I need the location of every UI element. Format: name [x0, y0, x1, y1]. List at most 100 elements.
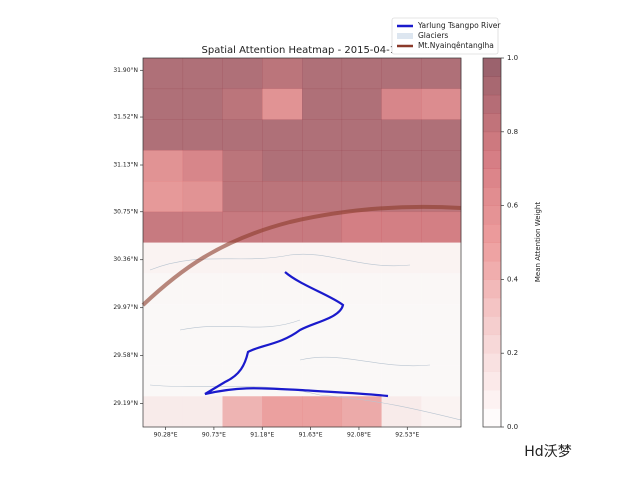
- colorbar-step: [483, 187, 501, 206]
- heat-cell: [341, 58, 382, 90]
- terrain-lines: [149, 253, 462, 421]
- colorbar-step: [483, 58, 501, 77]
- colorbar: [483, 58, 501, 428]
- colorbar-label: Mean Attention Weight: [534, 202, 542, 282]
- heat-cell: [421, 273, 462, 305]
- heat-cell: [182, 273, 223, 305]
- heat-cell: [262, 396, 303, 428]
- plot-frame: [142, 57, 462, 428]
- heat-cell: [143, 181, 184, 213]
- heat-cell: [182, 88, 223, 120]
- heat-cell: [381, 58, 422, 90]
- heat-cell: [341, 211, 382, 243]
- heat-cell: [381, 119, 422, 151]
- heat-cell: [341, 150, 382, 182]
- heat-cell: [341, 242, 382, 274]
- heat-cell: [143, 150, 184, 182]
- heat-cell: [222, 396, 263, 428]
- heat-cell: [222, 88, 263, 120]
- colorbar-step: [483, 242, 501, 262]
- heat-cell: [182, 150, 223, 182]
- heat-cell: [381, 211, 422, 243]
- heat-cell: [262, 119, 303, 151]
- heat-cell: [262, 88, 303, 120]
- heat-cell: [381, 273, 422, 305]
- y-tick-label: 30.36°N: [113, 256, 138, 263]
- heat-cell: [182, 211, 223, 243]
- heat-cell: [421, 334, 462, 366]
- heat-cell: [421, 242, 462, 274]
- heat-cell: [302, 181, 343, 213]
- colorbar-step: [483, 297, 501, 317]
- y-tick-label: 31.13°N: [113, 162, 138, 169]
- colorbar-step: [483, 260, 501, 280]
- colorbar-step: [483, 408, 501, 428]
- heat-cell: [262, 58, 303, 90]
- heat-cell: [381, 304, 422, 336]
- heat-cell: [302, 88, 343, 120]
- heat-cell: [222, 334, 263, 366]
- heat-cell: [341, 88, 382, 120]
- heat-cell: [421, 365, 462, 397]
- heat-cell: [143, 396, 184, 428]
- map-features: [141, 204, 462, 421]
- heat-cell: [182, 58, 223, 90]
- colorbar-step: [483, 279, 501, 299]
- heat-cell: [143, 88, 184, 120]
- heat-cell: [381, 365, 422, 397]
- heat-cell: [381, 334, 422, 366]
- legend: [391, 17, 499, 55]
- colorbar-step: [483, 371, 501, 391]
- y-tick-label: 29.19°N: [113, 400, 138, 407]
- colorbar-frame: [482, 57, 502, 428]
- heat-cell: [421, 88, 462, 120]
- heat-cell: [143, 334, 184, 366]
- colorbar-step: [483, 76, 501, 96]
- x-tick-label: 92.53°E: [395, 432, 419, 439]
- heat-cell: [143, 211, 184, 243]
- heat-cell: [262, 365, 303, 397]
- colorbar-tick-label: 0.2: [507, 349, 518, 357]
- legend-label: Glaciers: [418, 31, 448, 40]
- heat-cell: [262, 150, 303, 182]
- heat-cell: [222, 150, 263, 182]
- heat-cell: [262, 181, 303, 213]
- heat-cell: [421, 211, 462, 243]
- heat-cell: [222, 119, 263, 151]
- heat-cell: [421, 150, 462, 182]
- colorbar-step: [483, 390, 501, 409]
- chart-title: Spatial Attention Heatmap - 2015-04-11: [202, 45, 403, 56]
- heat-cell: [182, 181, 223, 213]
- heat-cell: [381, 150, 422, 182]
- colorbar-step: [483, 168, 501, 188]
- colorbar-step: [483, 150, 501, 169]
- heat-cell: [262, 273, 303, 305]
- colorbar-step: [483, 94, 501, 114]
- x-tick-label: 90.73°E: [202, 432, 226, 439]
- heat-cell: [182, 334, 223, 366]
- legend-label: Mt.Nyainqêntanglha: [418, 41, 494, 50]
- y-tick-label: 30.75°N: [113, 208, 138, 215]
- colorbar-tick-label: 0.8: [507, 128, 518, 136]
- heatmap: [143, 58, 462, 428]
- heat-cell: [341, 273, 382, 305]
- heat-cell: [302, 150, 343, 182]
- heat-cell: [222, 58, 263, 90]
- y-tick-label: 29.58°N: [113, 352, 138, 359]
- heat-cell: [341, 304, 382, 336]
- heat-cell: [182, 304, 223, 336]
- heat-cell: [143, 304, 184, 336]
- colorbar-step: [483, 224, 501, 243]
- heat-cell: [302, 58, 343, 90]
- legend-swatch: [397, 33, 413, 39]
- heat-cell: [341, 365, 382, 397]
- heat-cell: [341, 396, 382, 428]
- heat-cell: [421, 58, 462, 90]
- legend-label: Yarlung Tsangpo River: [417, 21, 501, 30]
- heat-cell: [222, 273, 263, 305]
- heat-cell: [381, 88, 422, 120]
- heat-cell: [222, 304, 263, 336]
- heat-cell: [302, 334, 343, 366]
